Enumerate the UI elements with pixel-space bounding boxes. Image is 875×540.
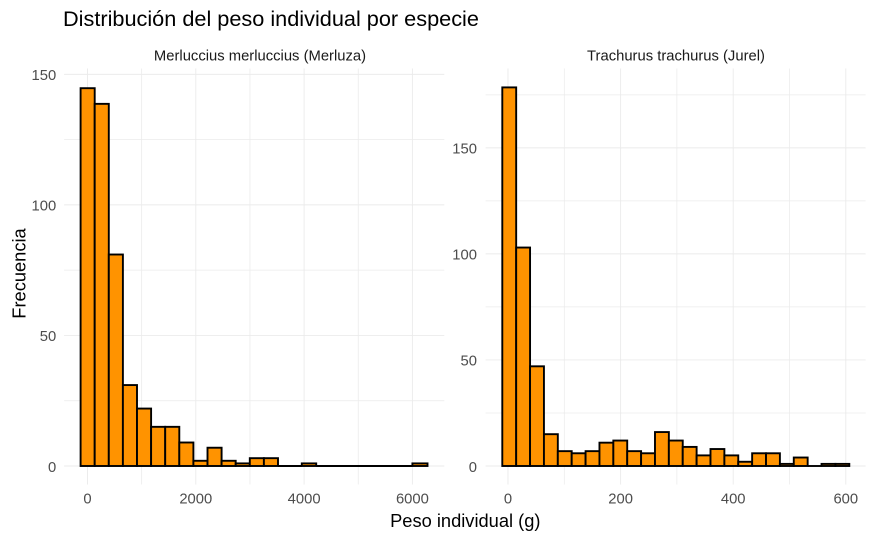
svg-text:2000: 2000 [179, 491, 212, 507]
svg-text:4000: 4000 [288, 491, 321, 507]
svg-text:0: 0 [504, 491, 512, 507]
svg-text:0: 0 [83, 491, 91, 507]
svg-text:100: 100 [31, 198, 56, 214]
svg-text:600: 600 [833, 491, 858, 507]
svg-text:0: 0 [48, 460, 56, 476]
svg-text:150: 150 [452, 141, 477, 157]
svg-text:Distribución del peso individu: Distribución del peso individual por esp… [63, 6, 479, 31]
svg-text:50: 50 [40, 329, 56, 345]
svg-text:0: 0 [469, 460, 477, 476]
svg-text:Frecuencia: Frecuencia [9, 227, 30, 318]
svg-text:400: 400 [721, 491, 746, 507]
svg-text:100: 100 [452, 247, 477, 263]
svg-text:6000: 6000 [396, 491, 429, 507]
svg-text:150: 150 [31, 68, 56, 84]
svg-text:Peso individual (g): Peso individual (g) [390, 510, 540, 531]
svg-text:200: 200 [608, 491, 633, 507]
svg-text:Trachurus trachurus (Jurel): Trachurus trachurus (Jurel) [587, 48, 765, 64]
svg-text:50: 50 [461, 353, 477, 369]
svg-text:Merluccius merluccius (Merluza: Merluccius merluccius (Merluza) [154, 48, 366, 64]
